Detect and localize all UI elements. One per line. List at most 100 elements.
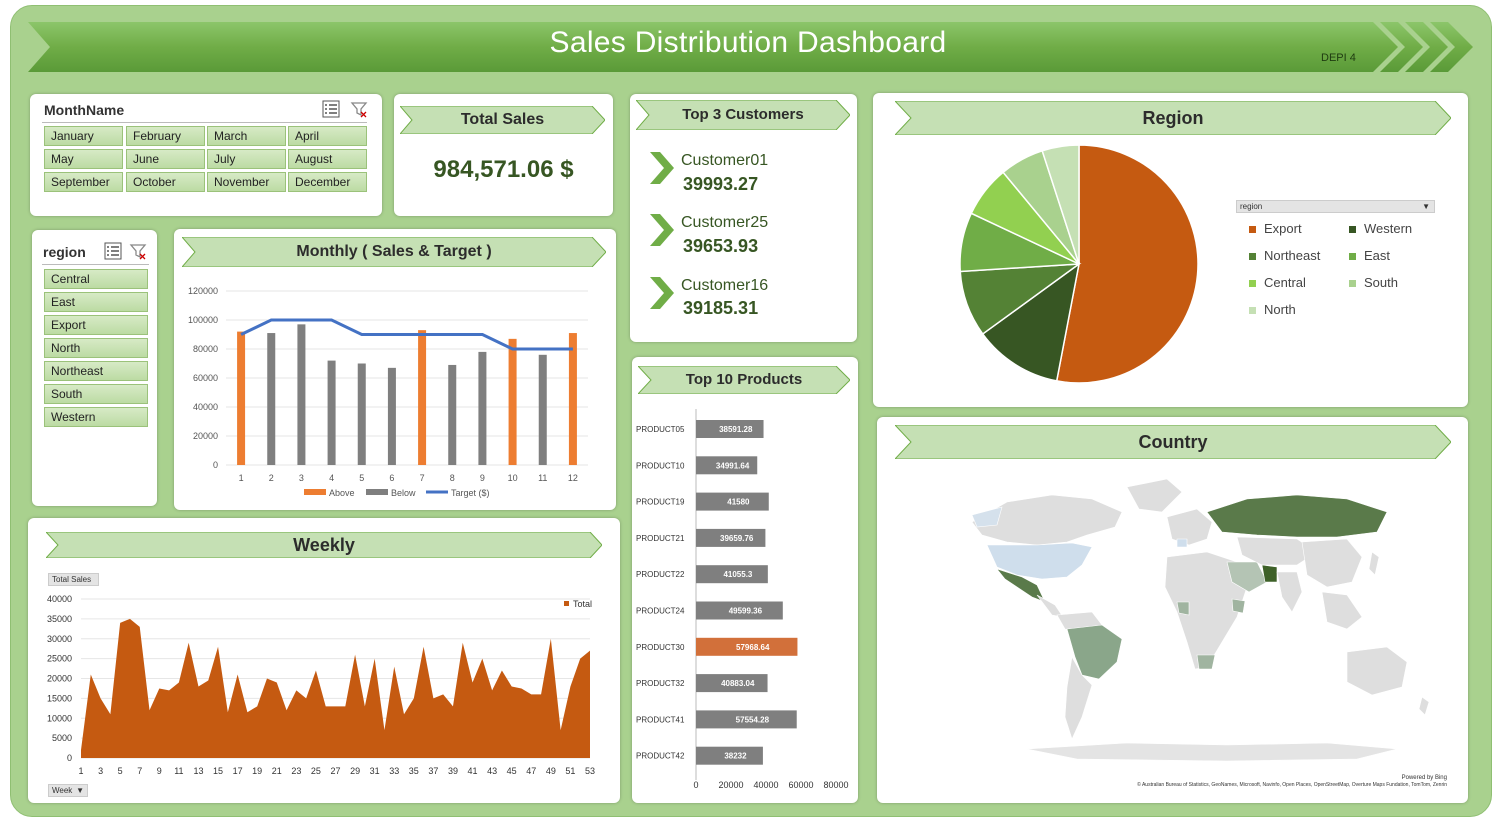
legend-swatch-above [304,489,326,495]
clear-filter-icon[interactable] [129,242,147,260]
product-bar [696,528,766,547]
bar-below [387,367,396,465]
bar-below [478,351,487,465]
map-india [1276,571,1303,613]
x-tick-label: 11 [174,766,183,776]
map-russia [1206,494,1388,538]
legend-swatch [1249,226,1256,234]
product-label: PRODUCT21 [636,534,685,543]
monthly-header: Monthly ( Sales & Target ) [182,237,606,269]
top-customers-header: Top 3 Customers [636,100,850,132]
legend-label: Export [1264,221,1302,236]
region-chart-panel: Region region ▼ Export Western Northeast Ea… [873,93,1468,407]
month-button-april[interactable]: April [288,126,367,146]
month-button-january[interactable]: January [44,126,123,146]
product-bar [696,565,768,584]
month-button-may[interactable]: May [44,149,123,169]
product-label: PRODUCT42 [636,752,685,761]
y-tick-label: 120000 [188,286,218,296]
map-china [1301,538,1363,588]
month-button-september[interactable]: September [44,172,123,192]
product-bar [696,746,763,765]
y-tick-label: 35000 [47,614,72,624]
month-button-august[interactable]: August [288,149,367,169]
dropdown-arrow-icon: ▼ [76,786,84,795]
region-button-south[interactable]: South [44,384,148,404]
region-button-east[interactable]: East [44,292,148,312]
month-button-december[interactable]: December [288,172,367,192]
weekly-chart-panel: Weekly Total Sales Week ▼ 0 5000 10000 1500… [28,518,620,803]
weekly-field-button[interactable]: Total Sales [48,573,99,586]
legend-label: South [1364,275,1398,290]
x-tick-label: 6 [389,473,394,483]
y-tick-label: 100000 [188,315,218,325]
product-label: PRODUCT22 [636,570,685,579]
customer-arrow-icon [650,214,674,246]
map-new-zealand [1418,696,1430,716]
legend-label: Central [1264,275,1306,290]
bar-above [568,333,577,465]
month-button-june[interactable]: June [126,149,205,169]
total-sales-value: 984,571.06 $ [433,156,574,183]
y-tick-label: 0 [213,460,218,470]
x-tick-label: 37 [428,766,438,776]
weekly-header: Weekly [46,532,602,564]
region-button-northeast[interactable]: Northeast [44,361,148,381]
region-button-export[interactable]: Export [44,315,148,335]
month-button-march[interactable]: March [207,126,286,146]
product-value-label: 41580 [727,498,750,507]
bar-below [297,324,306,465]
legend-label: Total [573,599,592,609]
region-button-central[interactable]: Central [44,269,148,289]
product-label: PRODUCT05 [636,425,685,434]
weekly-axis-button[interactable]: Week ▼ [48,784,88,797]
region-slicer-divider [42,264,149,265]
customer-name: Customer16 [681,277,769,294]
x-tick-label: 49 [546,766,556,776]
x-tick-label: 7 [420,473,425,483]
x-tick-label: 9 [480,473,485,483]
total-sales-title: Total Sales [460,111,545,128]
x-tick-label: 1 [78,766,83,776]
x-tick-label: 8 [450,473,455,483]
map-europe-blue [1176,538,1188,548]
region-header: Region [895,101,1451,135]
multi-select-icon[interactable] [322,100,340,118]
x-tick-label: 5 [359,473,364,483]
region-filter-dropdown[interactable]: region ▼ [1236,200,1435,213]
month-button-october[interactable]: October [126,172,205,192]
legend-label: Above [329,488,355,498]
x-tick-label: 10 [508,473,518,483]
month-button-july[interactable]: July [207,149,286,169]
map-middle-east [1226,561,1268,593]
map-antarctica [1026,742,1398,762]
region-button-north[interactable]: North [44,338,148,358]
y-tick-label: 5000 [52,733,72,743]
x-tick-label: 60000 [788,780,813,790]
weekly-axis-label: Week [52,786,73,795]
bar-below [448,364,457,465]
map-australia [1346,646,1408,696]
x-tick-label: 35 [409,766,419,776]
x-tick-label: 17 [233,766,243,776]
top-products-panel: Top 10 Products PRODUCT05 38591.28 PRODUCT… [632,357,858,803]
legend-label: North [1264,302,1296,317]
world-map[interactable]: Powered by Bing © Australian Bureau of S… [877,417,1468,803]
region-button-western[interactable]: Western [44,407,148,427]
pie-slice-north [1041,144,1080,265]
x-tick-label: 45 [507,766,517,776]
legend-swatch [1249,280,1256,288]
x-tick-label: 4 [329,473,334,483]
month-slicer-panel: MonthName January February March April M… [30,94,382,216]
month-button-november[interactable]: November [207,172,286,192]
month-button-february[interactable]: February [126,126,205,146]
month-slicer-divider [42,122,367,123]
multi-select-icon[interactable] [104,242,122,260]
top-customers-title: Top 3 Customers [682,106,804,123]
product-label: PRODUCT24 [636,607,685,616]
product-value-label: 34991.64 [716,461,750,470]
customer-value: 39185.31 [683,298,759,318]
clear-filter-icon[interactable] [350,100,368,118]
x-tick-label: 80000 [823,780,848,790]
map-credits: © Australian Bureau of Statistics, GeoNa… [1137,781,1447,788]
